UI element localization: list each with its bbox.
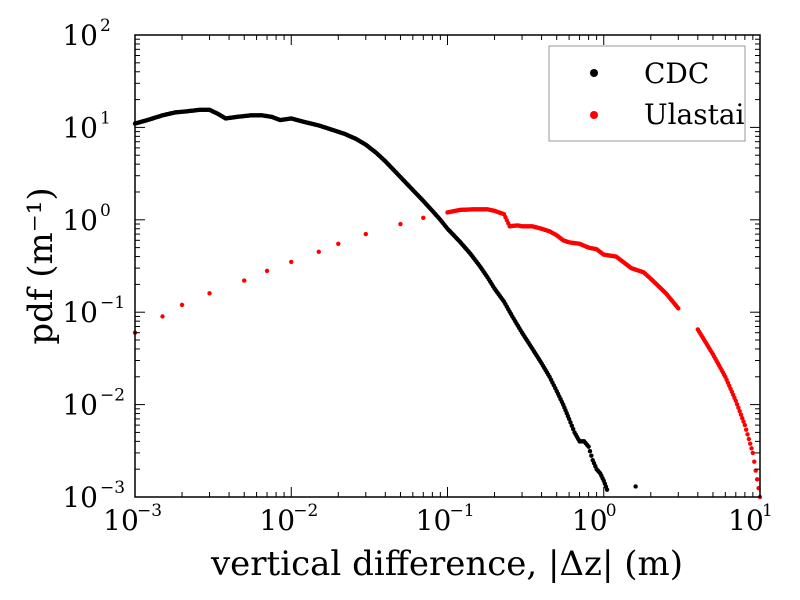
y-tick-label: 10 bbox=[62, 389, 98, 422]
legend-label-ulastai: Ulastai bbox=[644, 98, 745, 131]
x-tick-labels: 10−3 10−2 10−1 100 101 bbox=[103, 501, 773, 537]
legend-box bbox=[548, 45, 746, 142]
x-tick-exponent: 1 bbox=[762, 501, 773, 521]
y-tick-exponent: −3 bbox=[100, 478, 125, 498]
x-tick-exponent: 0 bbox=[606, 501, 617, 521]
data-point bbox=[316, 249, 321, 255]
data-point bbox=[586, 444, 591, 449]
data-point bbox=[736, 405, 741, 410]
y-axis-title: pdf (m⁻¹) bbox=[21, 187, 61, 344]
data-point bbox=[676, 306, 681, 311]
data-point bbox=[734, 402, 740, 407]
data-point bbox=[749, 446, 754, 451]
data-point bbox=[160, 314, 165, 319]
y-tick-label: 10 bbox=[62, 481, 98, 514]
data-point bbox=[289, 259, 294, 265]
series-layer bbox=[132, 107, 763, 500]
y-tick-label: 10 bbox=[62, 19, 98, 52]
legend-marker-ulastai bbox=[590, 111, 598, 119]
data-point bbox=[743, 427, 749, 432]
y-tick-exponent: 1 bbox=[100, 108, 111, 128]
x-tick-label: 10 bbox=[103, 504, 139, 537]
data-point bbox=[242, 278, 247, 283]
data-point bbox=[421, 215, 426, 221]
data-point bbox=[745, 432, 750, 437]
data-point bbox=[737, 408, 742, 414]
data-point bbox=[747, 441, 753, 446]
x-tick-exponent: −1 bbox=[450, 501, 475, 521]
legend-label-cdc: CDC bbox=[644, 57, 709, 90]
data-point bbox=[569, 423, 575, 428]
y-tick-label: 10 bbox=[62, 204, 98, 237]
data-point bbox=[633, 484, 638, 489]
y-tick-exponent: 0 bbox=[100, 201, 111, 221]
data-point bbox=[750, 450, 756, 456]
data-point bbox=[589, 453, 594, 458]
data-point bbox=[742, 422, 748, 428]
data-point bbox=[733, 398, 738, 403]
data-point bbox=[336, 241, 341, 246]
data-point bbox=[741, 419, 746, 424]
data-point bbox=[264, 268, 270, 274]
x-tick-exponent: −3 bbox=[137, 501, 162, 521]
data-point bbox=[363, 231, 369, 237]
data-point bbox=[604, 487, 610, 492]
y-tick-exponent: 2 bbox=[100, 16, 111, 36]
data-point bbox=[738, 412, 744, 417]
data-point bbox=[740, 415, 745, 421]
data-point bbox=[566, 416, 572, 422]
x-tick-exponent: −2 bbox=[293, 501, 318, 521]
data-point bbox=[746, 436, 752, 442]
ticks-layer bbox=[134, 34, 761, 498]
data-point bbox=[207, 291, 212, 296]
data-point bbox=[398, 221, 403, 227]
x-tick-label: 10 bbox=[259, 504, 295, 537]
data-point bbox=[570, 426, 576, 432]
y-tick-exponent: −1 bbox=[100, 293, 125, 313]
y-tick-label: 10 bbox=[62, 111, 98, 144]
x-tick-label: 10 bbox=[416, 504, 452, 537]
x-axis-title: vertical difference, |Δz| (m) bbox=[210, 544, 683, 584]
series-ulastai bbox=[132, 207, 763, 500]
legend: CDC Ulastai bbox=[548, 45, 746, 142]
x-tick-label: 10 bbox=[572, 504, 608, 537]
data-point bbox=[587, 449, 593, 454]
data-point bbox=[179, 302, 185, 308]
series-cdc bbox=[132, 107, 638, 492]
data-point bbox=[752, 459, 757, 464]
data-point bbox=[754, 477, 760, 482]
data-point bbox=[568, 420, 573, 425]
legend-marker-cdc bbox=[590, 69, 598, 77]
y-tick-label: 10 bbox=[62, 296, 98, 329]
y-tick-exponent: −2 bbox=[100, 386, 125, 406]
x-tick-label: 10 bbox=[728, 504, 764, 537]
